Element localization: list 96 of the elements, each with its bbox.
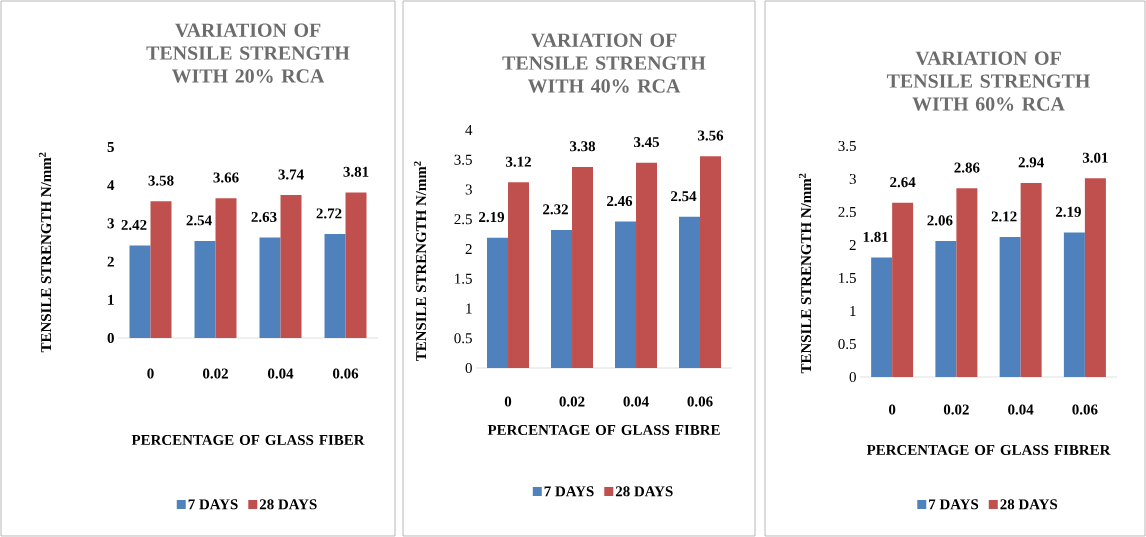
legend-label: 28 DAYS — [1000, 499, 1058, 510]
data-label: 2.54 — [671, 191, 697, 202]
x-tick-label: 0.02 — [559, 396, 585, 407]
bar — [487, 237, 509, 368]
bar — [280, 195, 302, 338]
bar — [892, 202, 914, 377]
chart-title: VARIATION OF TENSILE STRENGTH WITH 60% RCA — [886, 51, 1091, 111]
chart-title: VARIATION OF TENSILE STRENGTH WITH 40% RCA — [502, 33, 706, 93]
legend-label: 7 DAYS — [544, 486, 594, 497]
y-tick-label: 2.5 — [838, 206, 856, 218]
x-axis-title: PERCENTAGE OF GLASS FIBRE — [487, 424, 720, 435]
x-axis-title: PERCENTAGE OF GLASS FIBRER — [866, 444, 1111, 455]
data-label: 3.58 — [148, 175, 174, 186]
y-tick-label: 5 — [107, 142, 114, 152]
bar — [1084, 178, 1106, 377]
y-tick-label: 1.5 — [839, 272, 856, 284]
data-label: 2.19 — [479, 212, 505, 223]
data-label: 2.12 — [991, 211, 1017, 222]
y-axis-title: TENSILE STRENGTH N/mm$^{2}$ — [413, 161, 427, 362]
data-label: 3.74 — [278, 169, 304, 180]
y-tick-label: 2.5 — [454, 214, 472, 225]
data-label: 2.94 — [1018, 157, 1044, 168]
bar — [259, 237, 281, 338]
bar — [615, 221, 637, 368]
bar — [324, 234, 346, 338]
x-tick-label: 0.04 — [268, 368, 294, 379]
bar — [551, 229, 573, 368]
data-label: 3.81 — [343, 166, 369, 177]
bar — [1020, 182, 1042, 377]
y-tick-label: 1 — [850, 306, 856, 316]
legend-label: 7 DAYS — [929, 499, 979, 510]
bar — [636, 162, 658, 368]
bar — [129, 245, 151, 338]
x-tick-label: 0.06 — [687, 396, 713, 407]
y-tick-label: 4 — [465, 125, 473, 135]
legend-label: 28 DAYS — [259, 499, 317, 510]
data-label: 1.81 — [863, 231, 888, 243]
x-tick-label: 0.02 — [943, 404, 969, 415]
data-label: 2.64 — [890, 177, 916, 188]
bar — [345, 192, 367, 338]
x-tick-label: 0.04 — [1008, 404, 1034, 415]
bar — [572, 166, 594, 368]
x-tick-label: 0 — [504, 396, 512, 407]
bar — [956, 188, 978, 377]
y-tick-label: 0.5 — [454, 333, 472, 344]
data-label: 3.01 — [1082, 152, 1108, 163]
bar — [679, 216, 701, 368]
y-tick-label: 3.5 — [838, 140, 856, 152]
data-label: 2.86 — [954, 162, 980, 173]
y-tick-label: 4 — [107, 180, 115, 191]
y-tick-label: 2 — [849, 240, 856, 250]
data-label: 3.66 — [213, 172, 239, 183]
y-tick-label: 2 — [465, 244, 472, 254]
x-tick-label: 0 — [888, 404, 896, 415]
bar — [999, 237, 1021, 377]
data-label: 3.12 — [506, 156, 531, 167]
x-axis-title: PERCENTAGE OF GLASS FIBER — [131, 434, 365, 445]
y-tick-label: 2 — [107, 256, 114, 267]
y-axis-title: TENSILE STRENGTH N/mm$^{2}$ — [798, 173, 812, 374]
data-label: 3.45 — [634, 137, 660, 148]
bar — [1063, 232, 1085, 377]
y-tick-label: 3 — [849, 173, 856, 184]
bar — [150, 201, 172, 338]
data-label: 2.54 — [186, 215, 212, 226]
chart-title: VARIATION OF TENSILE STRENGTH WITH 20% RCA — [146, 23, 350, 83]
x-tick-label: 0 — [147, 368, 154, 379]
y-tick-label: 3 — [107, 218, 114, 229]
legend-label: 7 DAYS — [188, 499, 238, 510]
y-tick-label: 3 — [465, 184, 472, 195]
data-label: 2.06 — [927, 215, 953, 226]
bar — [215, 198, 237, 338]
y-tick-label: 1.5 — [455, 273, 472, 284]
y-tick-label: 0.5 — [838, 338, 856, 350]
y-tick-label: 0 — [107, 332, 114, 344]
y-tick-label: 3.5 — [454, 154, 472, 165]
data-label: 2.19 — [1055, 206, 1081, 217]
legend-label: 28 DAYS — [615, 486, 673, 497]
data-label: 2.42 — [121, 219, 147, 231]
x-tick-label: 0.06 — [333, 368, 359, 379]
bar — [194, 240, 216, 338]
data-label: 2.72 — [316, 208, 342, 219]
x-tick-label: 0.04 — [623, 396, 649, 407]
data-label: 3.56 — [698, 130, 724, 141]
x-tick-label: 0.06 — [1072, 404, 1098, 415]
y-axis-title: TENSILE STRENGTH N/mm$^{2}$ — [38, 152, 52, 353]
data-label: 2.63 — [251, 211, 277, 223]
data-label: 2.32 — [543, 204, 568, 215]
bar — [700, 156, 722, 368]
y-tick-label: 1 — [108, 294, 114, 305]
bar — [871, 257, 893, 377]
data-label: 3.38 — [570, 141, 596, 152]
x-tick-label: 0.02 — [203, 368, 228, 379]
bar — [508, 182, 530, 368]
bar — [935, 241, 957, 377]
data-label: 2.46 — [607, 195, 633, 207]
y-tick-label: 1 — [466, 303, 472, 314]
